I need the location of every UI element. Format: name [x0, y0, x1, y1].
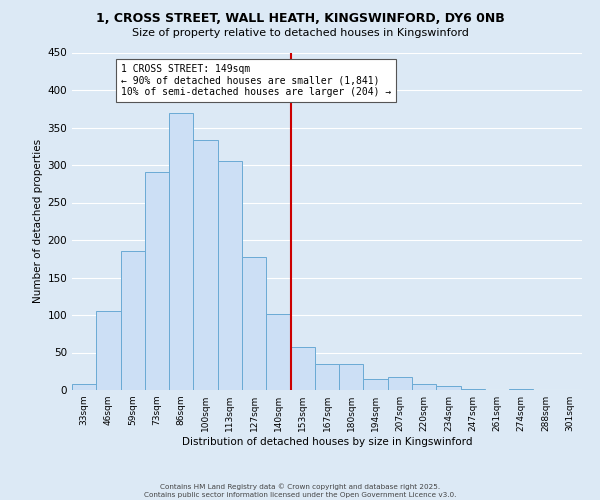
Bar	[388, 376, 412, 390]
Bar	[96, 311, 121, 390]
Bar	[121, 251, 145, 390]
Bar	[509, 388, 533, 390]
Bar	[290, 346, 315, 390]
Bar	[218, 160, 242, 390]
Text: Size of property relative to detached houses in Kingswinford: Size of property relative to detached ho…	[131, 28, 469, 38]
Y-axis label: Number of detached properties: Number of detached properties	[33, 139, 43, 304]
X-axis label: Distribution of detached houses by size in Kingswinford: Distribution of detached houses by size …	[182, 437, 472, 447]
Bar	[461, 388, 485, 390]
Bar	[169, 112, 193, 390]
Bar	[266, 314, 290, 390]
Bar	[72, 384, 96, 390]
Bar	[315, 364, 339, 390]
Bar	[242, 256, 266, 390]
Bar	[412, 384, 436, 390]
Bar	[339, 364, 364, 390]
Text: Contains HM Land Registry data © Crown copyright and database right 2025.
Contai: Contains HM Land Registry data © Crown c…	[144, 484, 456, 498]
Bar	[436, 386, 461, 390]
Bar	[364, 379, 388, 390]
Text: 1, CROSS STREET, WALL HEATH, KINGSWINFORD, DY6 0NB: 1, CROSS STREET, WALL HEATH, KINGSWINFOR…	[95, 12, 505, 26]
Text: 1 CROSS STREET: 149sqm
← 90% of detached houses are smaller (1,841)
10% of semi-: 1 CROSS STREET: 149sqm ← 90% of detached…	[121, 64, 391, 97]
Bar	[145, 172, 169, 390]
Bar	[193, 140, 218, 390]
